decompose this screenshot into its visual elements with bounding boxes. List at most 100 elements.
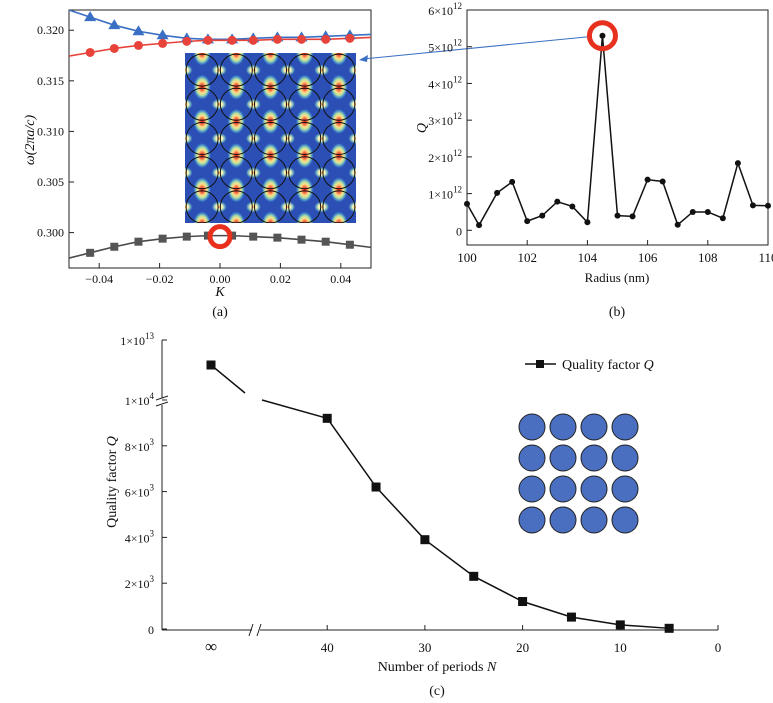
b-point <box>554 198 561 205</box>
c-point <box>469 571 479 581</box>
field-spot <box>364 211 382 237</box>
field-spot <box>348 132 356 145</box>
unit-cell-rod <box>611 444 639 472</box>
c-point <box>664 623 674 633</box>
field-rod-outline <box>219 190 253 223</box>
c-point <box>322 413 332 423</box>
field-rod-outline <box>322 190 356 223</box>
a-point-square <box>273 233 282 242</box>
field-spot <box>193 74 212 101</box>
field-rod-outline <box>322 87 356 121</box>
field-spot <box>261 176 280 203</box>
panel-c-caption: (c) <box>429 684 445 699</box>
c-ytick-label: 6×103 <box>125 483 155 500</box>
unit-cell-rod <box>611 413 639 441</box>
field-spot <box>364 108 382 134</box>
c-point <box>371 482 381 492</box>
legend-marker <box>536 360 544 368</box>
field-spot <box>245 64 262 77</box>
field-spot <box>193 176 212 203</box>
a-xtick-label: −0.04 <box>85 272 113 286</box>
field-spot <box>364 74 382 100</box>
field-rod-outline <box>288 53 322 87</box>
field-rod-outline <box>219 87 253 121</box>
b-xtick-label: 108 <box>698 250 718 265</box>
a-xtick-label: −0.02 <box>146 272 174 286</box>
a-point-circle <box>248 35 258 45</box>
field-spot <box>329 53 348 66</box>
field-spot <box>329 176 348 203</box>
field-rod-outline <box>185 156 219 190</box>
c-xtick-label: ∞ <box>205 637 217 656</box>
legend-label: Quality factor Q <box>562 358 654 373</box>
unit-cell-rod <box>611 506 639 534</box>
unit-cell-rod <box>549 506 577 534</box>
field-rod-outline <box>322 53 356 87</box>
field-spot <box>211 64 228 77</box>
field-rod-outline <box>254 190 287 223</box>
unit-cell-rod <box>549 475 577 503</box>
b-point <box>509 178 516 185</box>
field-rod-outline <box>322 122 356 155</box>
a-point-square <box>345 240 354 249</box>
field-spot <box>295 108 314 135</box>
field-rod-outline <box>185 87 219 121</box>
c-point <box>206 360 216 370</box>
field-spot <box>185 166 193 179</box>
a-ytick-label: 0.300 <box>37 226 64 240</box>
panel-a-ylabel: ω(2πa/c) <box>23 115 38 166</box>
field-spot <box>348 200 356 213</box>
field-spot <box>261 74 280 101</box>
a-point-square <box>158 234 167 243</box>
field-spot <box>364 143 382 169</box>
link-arrowhead <box>359 55 368 62</box>
field-spot <box>313 98 330 111</box>
field-rod-outline <box>254 122 287 155</box>
c-point <box>420 535 430 545</box>
field-spot <box>227 142 246 169</box>
b-point <box>704 208 711 215</box>
field-spot <box>313 166 330 179</box>
a-point-circle <box>227 35 237 45</box>
b-point <box>476 222 483 229</box>
b-point <box>539 212 546 219</box>
unit-cell-rod <box>580 413 608 441</box>
field-spot <box>279 132 296 145</box>
a-point-square <box>134 237 143 246</box>
c-ytick-label: 8×103 <box>125 437 155 454</box>
c-xtick-label: 0 <box>715 640 722 655</box>
c-xtick-label: 10 <box>614 640 627 655</box>
a-point-square <box>86 248 95 257</box>
field-rod-outline <box>322 156 356 190</box>
b-ytick-label: 6×1012 <box>428 1 462 18</box>
field-spot <box>329 211 348 223</box>
unit-cell-rod <box>549 444 577 472</box>
panel-b-ticks: 100 102 104 106 108 110 0 1×1012 2×1012 3×1012 4×1… <box>428 1 773 265</box>
field-spot <box>280 235 296 247</box>
field-spot <box>295 53 314 66</box>
b-xtick-label: 100 <box>457 250 477 265</box>
field-spot <box>279 98 296 111</box>
b-point <box>644 176 651 183</box>
a-ytick-label: 0.310 <box>37 124 64 138</box>
field-spot <box>227 176 246 203</box>
field-spot <box>313 132 330 145</box>
c-series-line <box>326 417 670 630</box>
field-spot <box>348 166 356 179</box>
b-xtick-label: 110 <box>758 250 773 265</box>
c-series-seg <box>210 364 246 394</box>
c-xtick-label: 20 <box>516 640 529 655</box>
c-xbreak-mark <box>248 623 254 637</box>
panel-b-series <box>464 32 771 229</box>
field-rod-outline <box>219 53 253 87</box>
b-point <box>569 203 576 210</box>
field-spot <box>279 200 296 213</box>
legend: Quality factor Q <box>525 358 654 373</box>
unit-cell-array <box>518 413 639 534</box>
field-spot <box>279 166 296 179</box>
field-pattern-inset <box>185 53 382 247</box>
field-rod-outline <box>254 87 287 121</box>
field-spot <box>227 211 246 223</box>
b-xtick-label: 102 <box>517 250 537 265</box>
